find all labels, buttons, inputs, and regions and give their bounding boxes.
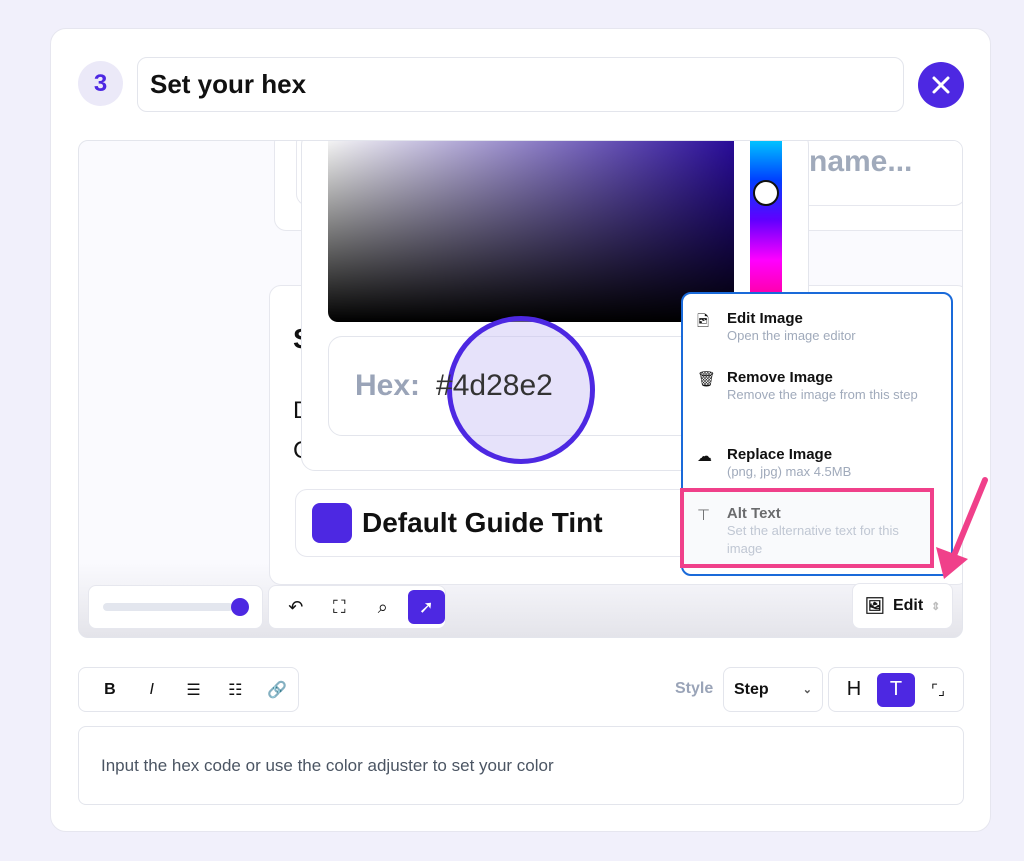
cursor-click-icon: ➚ — [418, 596, 434, 617]
style-value: Step — [734, 680, 769, 698]
format-toolbar: B I ☰ ☷ 🔗 — [78, 667, 299, 712]
bullet-list-button[interactable]: ☰ — [173, 673, 215, 707]
cloud-upload-icon: ☁ — [697, 448, 712, 465]
text-mode-toggle: H T ⌜⌟ — [828, 667, 964, 712]
image-tools: ↶ ⛶ ⌕ ➚ — [268, 585, 446, 629]
step-number-badge: 3 — [78, 61, 123, 106]
menu-item-replace-image[interactable]: ☁ Replace Image (png, jpg) max 4.5MB — [697, 446, 852, 479]
italic-button[interactable]: I — [131, 673, 173, 707]
hex-value[interactable]: #4d28e2 — [436, 369, 553, 402]
tint-label: Default Guide Tint — [362, 507, 603, 538]
zoom-cursor-button[interactable]: ⌕ — [364, 590, 402, 624]
chevron-down-icon: ⌄ — [802, 684, 812, 696]
numbered-list-button[interactable]: ☷ — [214, 673, 256, 707]
edit-image-icon: 🖻 — [697, 313, 710, 330]
bold-button[interactable]: B — [89, 673, 131, 707]
italic-icon: I — [149, 680, 154, 698]
focus-highlight-circle — [447, 316, 595, 464]
link-icon: 🔗 — [267, 681, 288, 699]
zoom-slider[interactable] — [88, 585, 263, 629]
close-icon — [932, 76, 950, 94]
undo-button[interactable]: ↶ — [277, 590, 315, 624]
step-title-input[interactable]: Set your hex — [137, 57, 904, 112]
hex-label: Hex: — [355, 369, 421, 402]
zoom-cursor-icon: ⌕ — [377, 596, 388, 617]
bullet-list-icon: ☰ — [186, 681, 201, 699]
menu-item-alt-text[interactable]: ⊤ Alt Text Set the alternative text for t… — [697, 505, 899, 556]
heading-icon: H — [846, 678, 862, 700]
edit-label: Edit — [892, 597, 924, 614]
saturation-area[interactable] — [328, 141, 734, 322]
focus-frame-icon: ⛶ — [332, 596, 346, 617]
heading-mode-button[interactable]: H — [835, 673, 873, 707]
default-guide-tint[interactable]: Default Guide Tint — [295, 489, 715, 557]
image-edit-menu: 🖻 Edit Image Open the image editor 🗑 Remo… — [681, 292, 953, 576]
edit-image-dropdown[interactable]: 🖼 Edit ⇕ — [852, 583, 953, 629]
close-button[interactable] — [918, 62, 964, 108]
tint-swatch — [312, 503, 352, 543]
alt-text-highlight-box — [680, 488, 934, 568]
image-icon: 🖼 — [864, 598, 885, 615]
hue-slider-knob[interactable] — [753, 180, 779, 206]
trash-icon: 🗑 — [697, 371, 717, 388]
numbered-list-icon: ☷ — [228, 681, 243, 699]
hue-slider[interactable] — [750, 141, 782, 292]
bold-icon: B — [104, 680, 116, 698]
hex-input[interactable]: Hex: #4d28e2 — [328, 336, 708, 436]
chevron-updown-icon: ⇕ — [931, 600, 941, 613]
click-cursor-button[interactable]: ➚ — [407, 590, 445, 624]
style-label: Style — [675, 680, 714, 697]
menu-item-edit-image[interactable]: 🖻 Edit Image Open the image editor — [697, 310, 856, 343]
step-description-input[interactable]: Input the hex code or use the color adju… — [78, 726, 964, 805]
link-button[interactable]: 🔗 — [256, 673, 298, 707]
menu-item-remove-image[interactable]: 🗑 Remove Image Remove the image from this… — [697, 369, 918, 402]
name-placeholder: name... — [809, 145, 913, 178]
slider-track[interactable] — [103, 603, 233, 611]
text-box-icon: ⊤ — [697, 507, 711, 524]
style-select[interactable]: Step ⌄ — [723, 667, 823, 712]
pointer-arrow-icon — [936, 477, 988, 579]
focus-button[interactable]: ⛶ — [321, 590, 359, 624]
embed-mode-button[interactable]: ⌜⌟ — [919, 673, 957, 707]
embed-icon: ⌜⌟ — [930, 681, 946, 699]
text-icon: T — [889, 678, 903, 700]
undo-icon: ↶ — [288, 596, 304, 617]
text-mode-button[interactable]: T — [877, 672, 915, 707]
slider-thumb[interactable] — [231, 598, 249, 616]
